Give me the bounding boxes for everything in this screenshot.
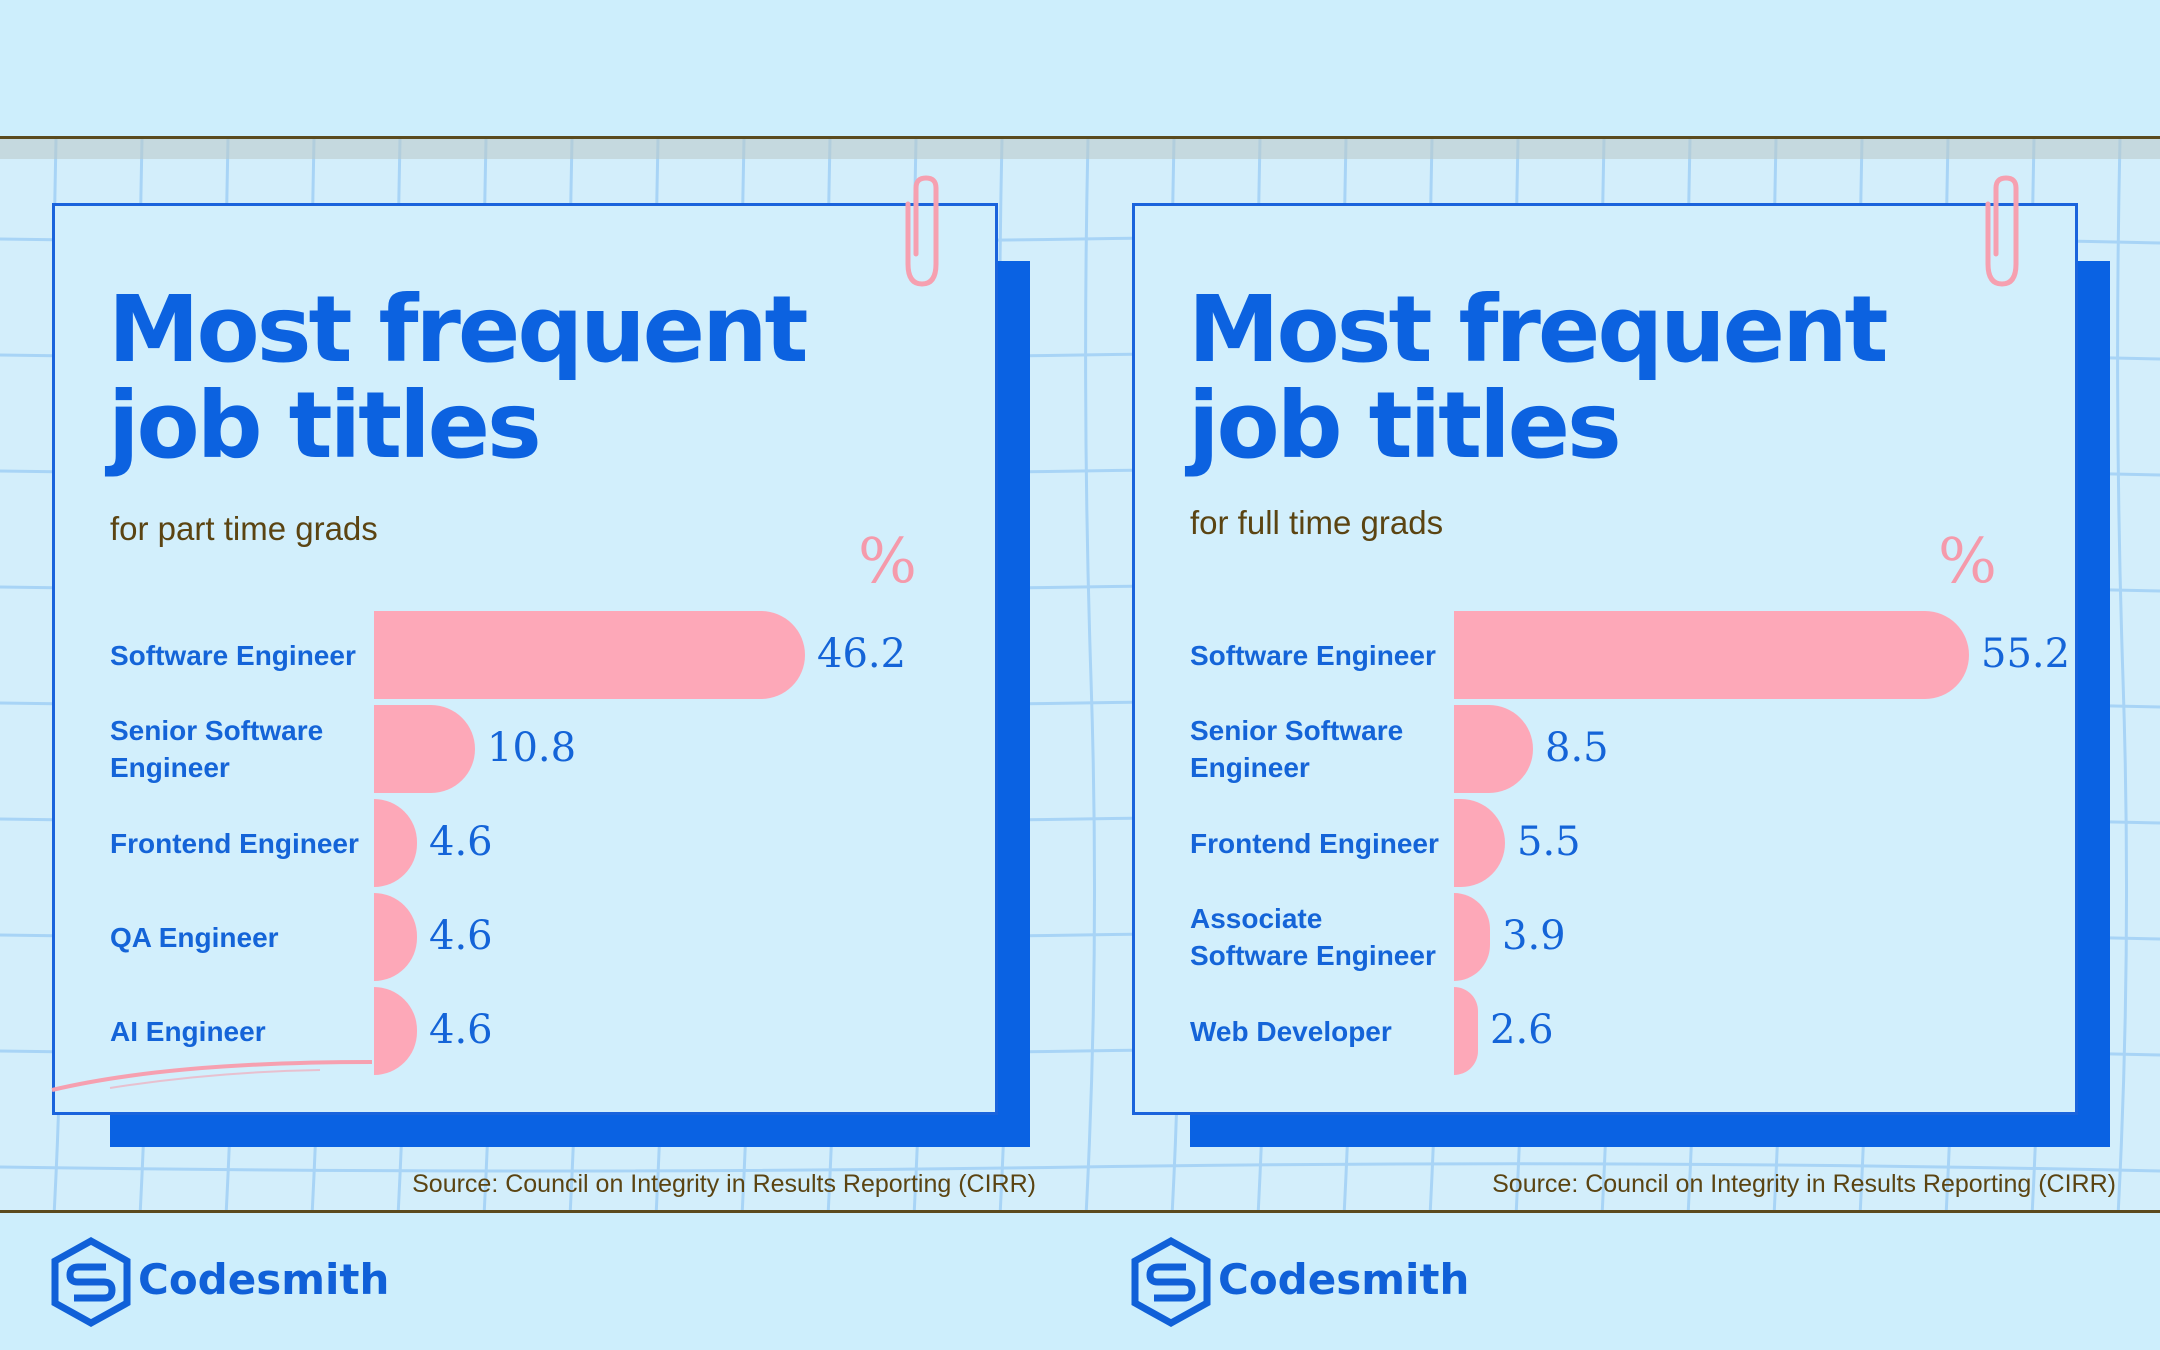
bar-category-label-line: AI Engineer xyxy=(110,1015,266,1047)
codesmith-logo-icon xyxy=(1131,1237,1211,1327)
unit-label: % xyxy=(1938,524,1997,597)
source-note: Source: Council on Integrity in Results … xyxy=(1492,1170,2116,1198)
bar-category-label-line: Frontend Engineer xyxy=(1190,827,1439,859)
bar-category-label: Frontend Engineer xyxy=(1190,825,1440,862)
chart-title: Most frequent job titles xyxy=(108,276,809,479)
bar-value-label: 5.5 xyxy=(1517,819,1581,865)
title-line-1: Most frequent xyxy=(108,276,809,383)
bar-value-label: 55.2 xyxy=(1981,631,2071,677)
brand-name: Codesmith xyxy=(1218,1255,1470,1304)
decorative-squiggle xyxy=(51,1060,373,1092)
bar-category-label: Web Developer xyxy=(1190,1013,1440,1050)
codesmith-logo-icon xyxy=(51,1237,131,1327)
bar-category-label-line: Software Engineer xyxy=(110,639,356,671)
bottom-band xyxy=(0,1213,2160,1350)
bar-category-label-line: Frontend Engineer xyxy=(110,827,359,859)
bar-category-label-line: Web Developer xyxy=(1190,1015,1392,1047)
bar-category-label-line: Associate xyxy=(1190,903,1323,934)
bar-value-label: 4.6 xyxy=(429,913,493,959)
bar-category-label: Frontend Engineer xyxy=(110,825,360,862)
bar-category-label-line: Engineer xyxy=(1190,752,1310,783)
bar-category-label: Senior Software Engineer xyxy=(1190,712,1440,786)
bar-category-label: Associate Software Engineer xyxy=(1190,900,1440,974)
bar-category-label: Software Engineer xyxy=(110,637,360,674)
bar-category-label-line: QA Engineer xyxy=(110,921,279,953)
bar xyxy=(1454,987,1478,1075)
bar-value-label: 8.5 xyxy=(1545,725,1609,771)
bar-value-label: 2.6 xyxy=(1490,1007,1554,1053)
bar-value-label: 4.6 xyxy=(429,1007,493,1053)
bar-category-label-line: Senior Software xyxy=(110,715,324,746)
bar xyxy=(1454,611,1969,699)
panel-part-time: Most frequent job titles for part time g… xyxy=(51,175,1036,1327)
bar xyxy=(1454,705,1533,793)
source-note: Source: Council on Integrity in Results … xyxy=(412,1170,1036,1198)
bar-value-label: 3.9 xyxy=(1502,913,1566,959)
bar xyxy=(374,705,475,793)
title-line-1: Most frequent xyxy=(1188,276,1889,383)
unit-label: % xyxy=(858,524,917,597)
brand-name: Codesmith xyxy=(138,1255,390,1304)
bar-category-label-line: Engineer xyxy=(110,752,230,783)
paperclip-icon xyxy=(1985,175,2019,287)
bar-category-label: QA Engineer xyxy=(110,919,360,956)
title-line-2: job titles xyxy=(1188,372,1622,479)
bar-value-label: 10.8 xyxy=(487,725,577,771)
bar-category-label-line: Senior Software xyxy=(1190,715,1404,746)
paperclip-icon xyxy=(905,175,939,287)
bar-category-label-line: Software Engineer xyxy=(1190,639,1436,671)
bar-category-label: Senior Software Engineer xyxy=(110,712,360,786)
title-line-2: job titles xyxy=(108,372,542,479)
bar-value-label: 46.2 xyxy=(817,631,907,677)
chart-subtitle: for full time grads xyxy=(1190,504,1444,541)
chart-title: Most frequent job titles xyxy=(1188,276,1889,479)
bar-category-label: AI Engineer xyxy=(110,1013,360,1050)
bar-category-label-line: Software Engineer xyxy=(1190,940,1436,971)
chart-subtitle: for part time grads xyxy=(110,510,378,547)
top-band xyxy=(0,0,2160,136)
bar xyxy=(374,611,805,699)
bar-category-label: Software Engineer xyxy=(1190,637,1440,674)
panel-full-time: Most frequent job titles for full time g… xyxy=(1080,0,2160,1350)
bar-value-label: 4.6 xyxy=(429,819,493,865)
